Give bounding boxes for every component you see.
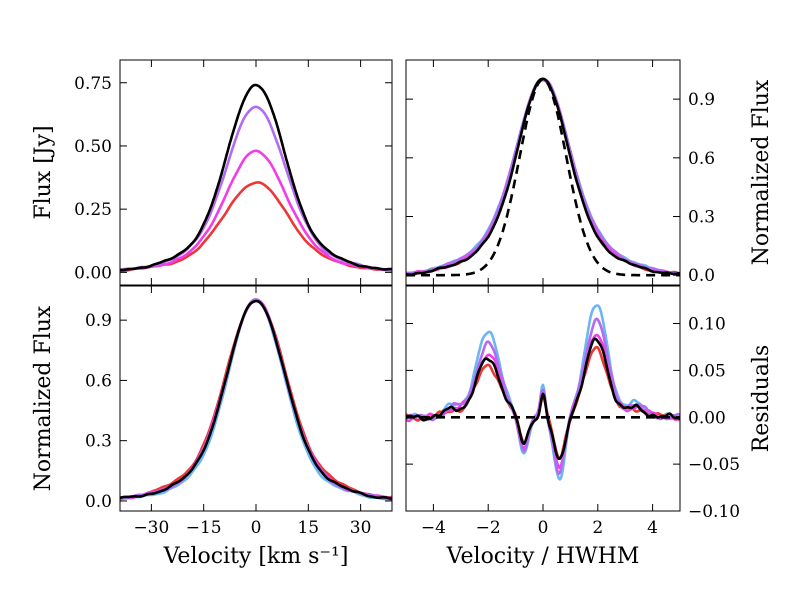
y-tick-label: 0.3 — [688, 208, 715, 228]
y-tick-label: 0.10 — [688, 315, 726, 335]
y-tick-label: 0.9 — [85, 311, 112, 331]
series-black — [120, 299, 392, 500]
series-red — [120, 298, 392, 500]
x-tick-label: 30 — [350, 518, 372, 538]
x-axis-label: Velocity / HWHM — [446, 544, 640, 569]
y-axis-label: Normalized Flux — [31, 305, 56, 491]
axes-frame — [405, 59, 681, 286]
x-tick-label: 0 — [251, 518, 262, 538]
y-tick-label: 0.00 — [688, 408, 726, 428]
panel-top-right: 0.0 0.3 0.6 0.9 Normalized Flux — [405, 59, 774, 286]
x-tick-label: 4 — [647, 518, 658, 538]
panel-bottom-right: −4 −2 0 2 4 −0.10 −0.05 0.00 0.05 0.10 Velocity / … — [405, 285, 774, 569]
y-tick-label: −0.10 — [688, 502, 740, 522]
series-red — [406, 78, 680, 276]
series-violet — [120, 105, 392, 272]
series-magenta — [406, 78, 680, 276]
y-tick-label: 0.3 — [85, 432, 112, 452]
series-red — [120, 181, 392, 273]
x-axis-label: Velocity [km s⁻¹] — [163, 544, 349, 569]
y-tick-label: 0.6 — [85, 371, 112, 391]
x-tick-label: 2 — [592, 518, 603, 538]
panel-top-left: 0.00 0.25 0.50 0.75 Flux [Jy] — [31, 59, 393, 286]
y-tick-label: 0.0 — [688, 266, 715, 286]
y-tick-label: 0.0 — [85, 492, 112, 512]
y-tick-label: 0.75 — [74, 74, 112, 94]
y-axis-label: Flux [Jy] — [31, 125, 56, 219]
x-tick-label: −4 — [421, 518, 446, 538]
plot-area — [120, 298, 392, 501]
series-black — [406, 337, 680, 461]
y-tick-label: 0.00 — [74, 263, 112, 283]
y-tick-label: 0.25 — [74, 200, 112, 220]
series-black — [406, 77, 680, 277]
x-tick-label: −2 — [476, 518, 501, 538]
x-tick-label: −15 — [186, 518, 222, 538]
series-black — [120, 83, 392, 272]
series-gaussian-reference — [406, 78, 680, 277]
panel-bottom-left: −30 −15 0 15 30 0.0 0.3 0.6 0.9 Velocity [km s⁻¹]… — [31, 285, 393, 569]
series-lightblue — [406, 77, 680, 276]
plot-area — [406, 304, 680, 481]
series-magenta — [120, 298, 392, 501]
x-tick-label: 15 — [297, 518, 319, 538]
y-tick-label: 0.05 — [688, 361, 726, 381]
series-magenta — [406, 333, 680, 470]
y-axis-label: Normalized Flux — [749, 79, 774, 265]
series-violet — [406, 78, 680, 276]
axes-frame — [119, 59, 393, 286]
plot-area — [406, 77, 680, 277]
x-tick-label: −30 — [133, 518, 169, 538]
series-violet — [120, 298, 392, 501]
y-tick-label: −0.05 — [688, 455, 740, 475]
y-tick-label: 0.50 — [74, 137, 112, 157]
y-tick-label: 0.6 — [688, 149, 715, 169]
series-magenta — [120, 149, 392, 273]
series-lightblue — [120, 298, 392, 501]
y-tick-label: 0.9 — [688, 90, 715, 110]
x-tick-label: 0 — [538, 518, 549, 538]
plot-area — [120, 83, 392, 273]
y-axis-label: Residuals — [749, 345, 774, 453]
axes-frame — [119, 285, 393, 512]
